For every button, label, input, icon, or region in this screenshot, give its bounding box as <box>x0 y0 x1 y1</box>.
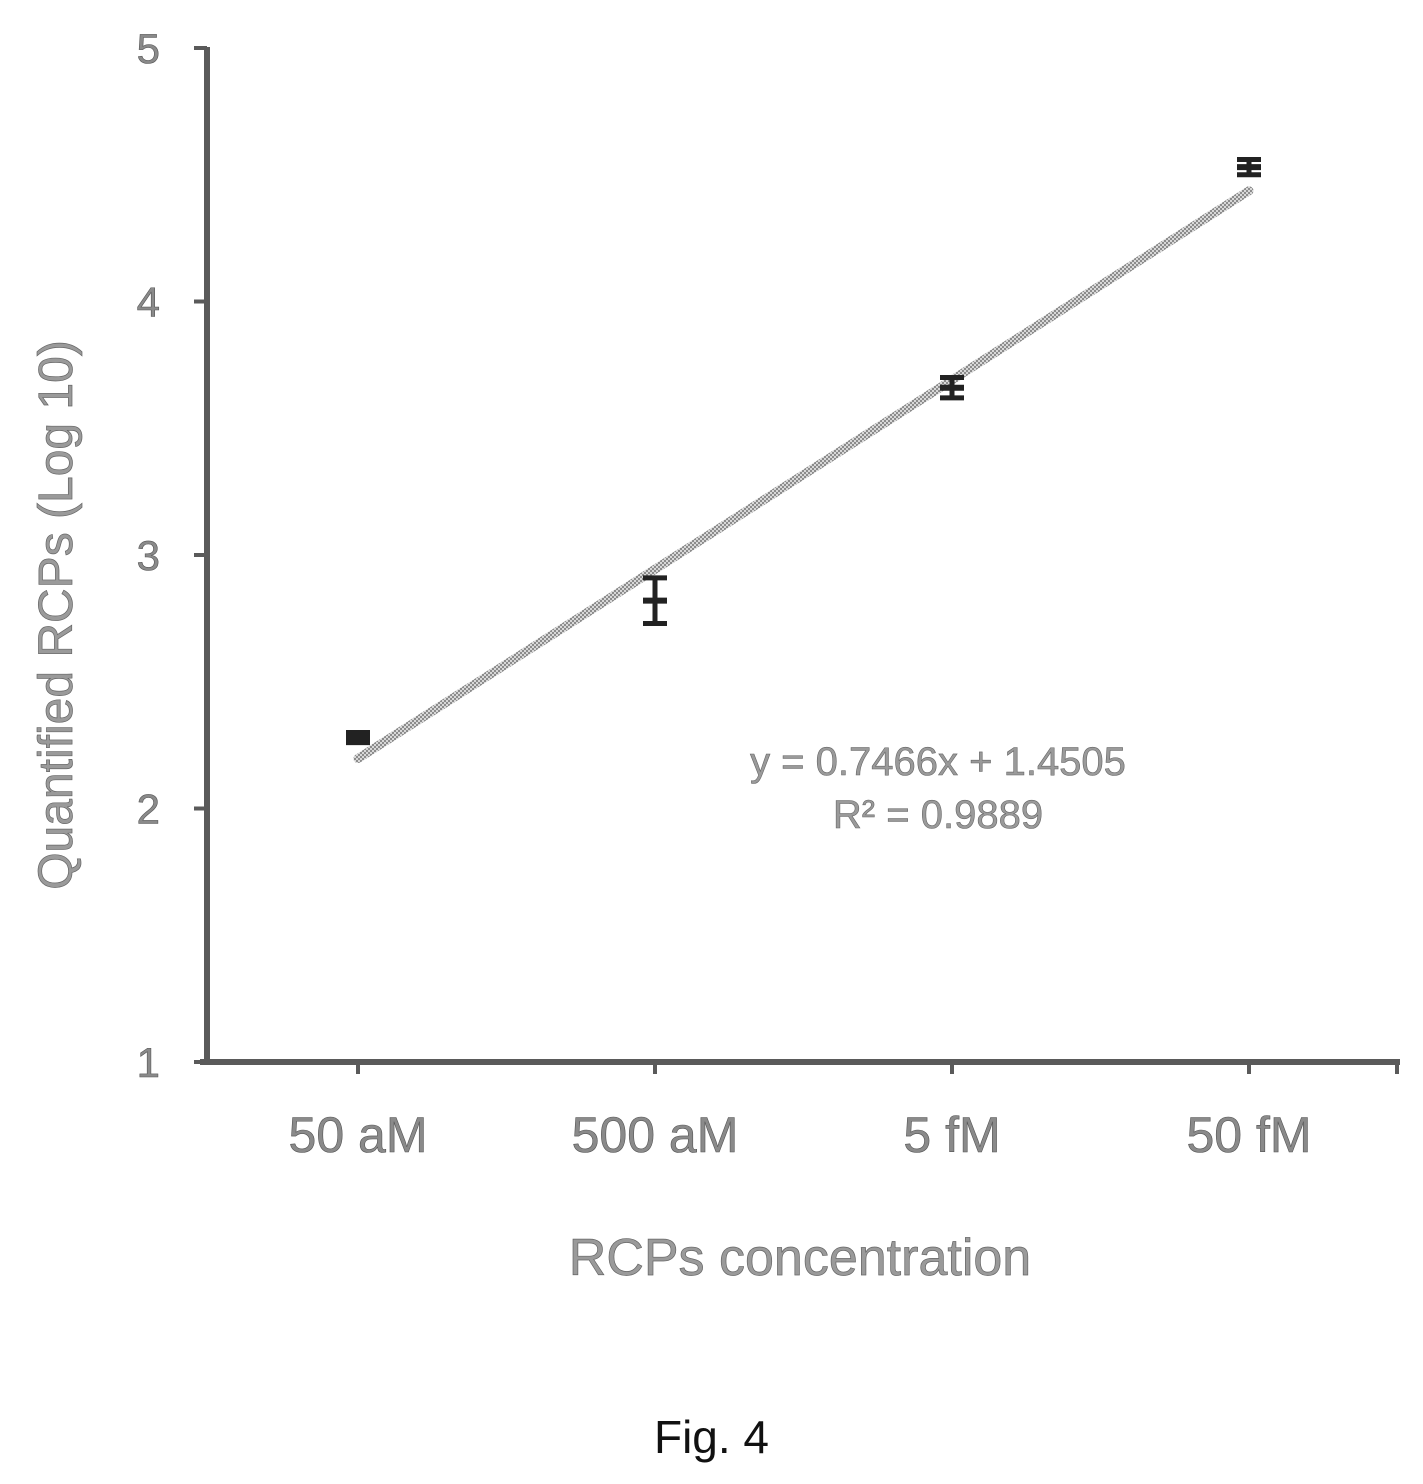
data-point-3 <box>1237 157 1261 178</box>
trendline-r-squared: R² = 0.9889 <box>833 793 1043 837</box>
trendline <box>353 186 1254 764</box>
x-tick-label-0: 50 aM <box>289 1107 428 1163</box>
y-tick-label-4: 5 <box>137 25 160 72</box>
y-tick-label-3: 4 <box>137 279 160 326</box>
x-tick-label-1: 500 aM <box>572 1107 739 1163</box>
y-tick-label-2: 3 <box>137 532 160 579</box>
x-tick-label-2: 5 fM <box>903 1107 1000 1163</box>
figure-caption: Fig. 4 <box>653 1411 770 1463</box>
x-axis-title: RCPs concentration <box>569 1229 1031 1287</box>
x-tick-label-3: 50 fM <box>1186 1107 1311 1163</box>
trendline-equation: y = 0.7466x + 1.4505 <box>750 740 1126 784</box>
data-points-layer <box>346 157 1261 746</box>
y-tick-label-1: 2 <box>137 786 160 833</box>
y-axis-ticks: 1 2 3 4 5 <box>136 25 207 1086</box>
data-point-1 <box>643 575 667 626</box>
data-point-0 <box>346 729 370 746</box>
x-axis-ticks: 50 aM 500 aM 5 fM 50 fM <box>288 1062 1399 1163</box>
data-point-2 <box>940 375 964 401</box>
trendline-layer <box>353 186 1254 764</box>
y-tick-label-0: 1 <box>137 1039 160 1086</box>
y-axis-title: Quantified RCPs (Log 10) <box>30 340 83 890</box>
